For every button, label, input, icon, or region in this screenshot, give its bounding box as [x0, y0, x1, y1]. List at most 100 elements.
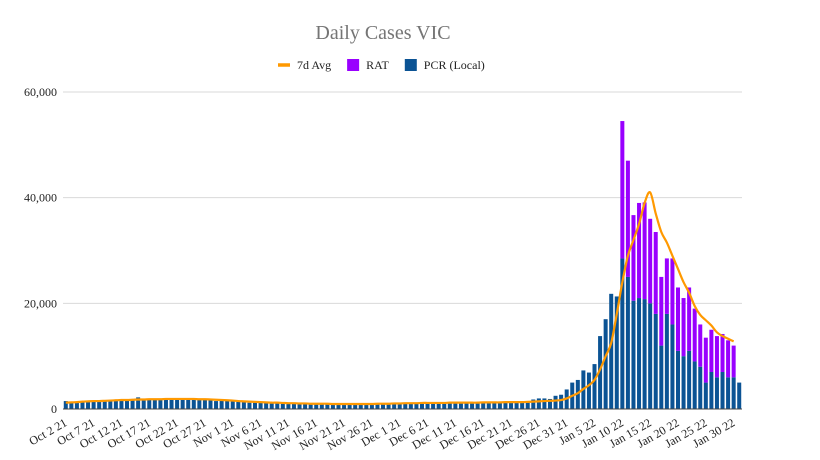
- bar-pcr-local: [687, 350, 692, 409]
- bar-pcr-local: [369, 403, 374, 409]
- bar-rat: [664, 258, 669, 314]
- bar-pcr-local: [136, 397, 141, 409]
- bar-rat: [681, 298, 686, 357]
- bar-rat: [631, 215, 636, 301]
- bar-pcr-local: [470, 402, 475, 409]
- bar-pcr-local: [219, 400, 224, 409]
- bar-pcr-local: [531, 399, 536, 409]
- legend-label: 7d Avg: [297, 58, 331, 72]
- bar-pcr-local: [731, 377, 736, 409]
- bar-pcr-local: [236, 401, 241, 409]
- bar-pcr-local: [698, 366, 703, 409]
- bar-pcr-local: [253, 402, 258, 409]
- bar-pcr-local: [230, 401, 235, 409]
- bar-pcr-local: [714, 377, 719, 409]
- bar-pcr-local: [291, 403, 296, 409]
- bar-pcr-local: [514, 402, 519, 409]
- bar-pcr-local: [86, 401, 91, 409]
- bar-pcr-local: [353, 404, 358, 409]
- bar-pcr-local: [664, 313, 669, 409]
- bar-pcr-local: [347, 404, 352, 409]
- bar-pcr-local: [225, 400, 230, 409]
- bar-rat: [670, 258, 675, 325]
- bar-rat: [698, 324, 703, 367]
- bar-pcr-local: [609, 293, 614, 409]
- bar-pcr-local: [481, 402, 486, 409]
- bar-pcr-local: [97, 401, 102, 409]
- bar-pcr-local: [737, 382, 742, 409]
- bar-rat: [637, 202, 642, 299]
- bar-pcr-local: [264, 402, 269, 409]
- bar-pcr-local: [175, 398, 180, 409]
- bar-pcr-local: [392, 403, 397, 409]
- bar-pcr-local: [141, 399, 146, 409]
- bar-pcr-local: [598, 336, 603, 409]
- bar-pcr-local: [425, 402, 430, 409]
- bar-pcr-local: [202, 398, 207, 409]
- bar-pcr-local: [330, 404, 335, 409]
- bar-pcr-local: [80, 401, 85, 409]
- bar-pcr-local: [280, 403, 285, 409]
- bar-pcr-local: [314, 404, 319, 409]
- bar-pcr-local: [269, 403, 274, 409]
- bar-pcr-local: [431, 402, 436, 409]
- bar-pcr-local: [308, 403, 313, 409]
- bar-pcr-local: [553, 395, 558, 409]
- bar-pcr-local: [102, 401, 107, 409]
- bar-pcr-local: [520, 401, 525, 409]
- bar-pcr-local: [703, 382, 708, 409]
- bar-pcr-local: [547, 398, 552, 409]
- bar-rat: [687, 287, 692, 351]
- bar-pcr-local: [386, 403, 391, 409]
- chart-title: Daily Cases VIC: [315, 22, 450, 44]
- legend-label: PCR (Local): [424, 58, 485, 72]
- bar-pcr-local: [163, 398, 168, 409]
- bar-pcr-local: [381, 403, 386, 409]
- y-axis: 0 20,000 40,000 60,000: [24, 85, 57, 416]
- bar-pcr-local: [208, 400, 213, 409]
- bar-pcr-local: [319, 403, 324, 409]
- bar-pcr-local: [486, 402, 491, 409]
- bar-pcr-local: [297, 403, 302, 409]
- bar-pcr-local: [692, 361, 697, 409]
- bar-pcr-local: [303, 403, 308, 409]
- y-tick-label: 20,000: [24, 296, 57, 310]
- line-layer: [65, 191, 735, 406]
- bar-pcr-local: [709, 372, 714, 409]
- bar-rat: [648, 218, 653, 304]
- bar-rat: [625, 160, 630, 277]
- bar-pcr-local: [130, 400, 135, 409]
- bar-pcr-local: [214, 401, 219, 409]
- bar-pcr-local: [119, 400, 124, 409]
- bar-pcr-local: [659, 345, 664, 409]
- bar-pcr-local: [397, 403, 402, 409]
- bar-pcr-local: [475, 402, 480, 409]
- bar-pcr-local: [69, 402, 74, 409]
- bar-layer: [63, 121, 742, 409]
- bar-rat: [653, 232, 658, 314]
- bar-pcr-local: [464, 402, 469, 409]
- bar-pcr-local: [113, 400, 118, 409]
- bar-rat: [731, 345, 736, 378]
- bar-pcr-local: [403, 403, 408, 409]
- bar-pcr-local: [325, 404, 330, 409]
- bar-pcr-local: [186, 398, 191, 409]
- bar-pcr-local: [364, 404, 369, 409]
- bar-pcr-local: [675, 350, 680, 409]
- bar-pcr-local: [653, 313, 658, 409]
- bar-pcr-local: [91, 401, 96, 409]
- legend-swatch: [404, 59, 417, 71]
- bar-pcr-local: [642, 299, 647, 409]
- bar-pcr-local: [336, 404, 341, 409]
- bar-rat: [703, 337, 708, 383]
- legend: 7d Avg RAT PCR (Local): [278, 58, 485, 72]
- bar-pcr-local: [453, 402, 458, 409]
- bar-rat: [642, 202, 647, 300]
- bar-pcr-local: [614, 296, 619, 409]
- bar-pcr-local: [436, 402, 441, 409]
- bar-pcr-local: [286, 403, 291, 409]
- bar-pcr-local: [169, 398, 174, 409]
- bar-pcr-local: [180, 398, 185, 409]
